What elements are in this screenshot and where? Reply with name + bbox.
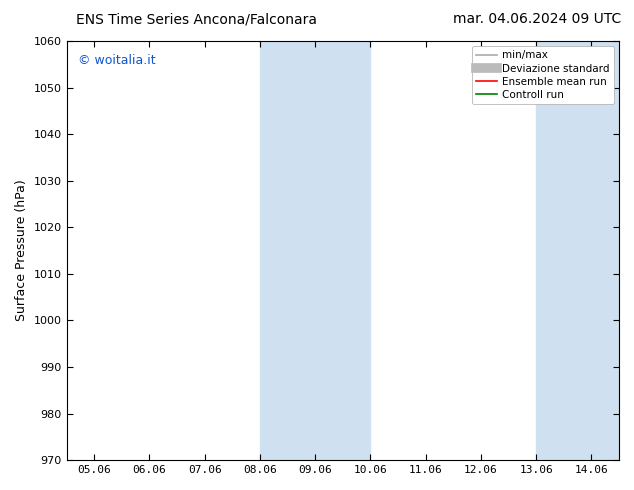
Text: mar. 04.06.2024 09 UTC: mar. 04.06.2024 09 UTC: [453, 12, 621, 26]
Bar: [260, 41, 370, 460]
Text: ENS Time Series Ancona/Falconara: ENS Time Series Ancona/Falconara: [76, 12, 317, 26]
Text: © woitalia.it: © woitalia.it: [77, 53, 155, 67]
Bar: [536, 41, 619, 460]
Legend: min/max, Deviazione standard, Ensemble mean run, Controll run: min/max, Deviazione standard, Ensemble m…: [472, 46, 614, 104]
Y-axis label: Surface Pressure (hPa): Surface Pressure (hPa): [15, 180, 28, 321]
